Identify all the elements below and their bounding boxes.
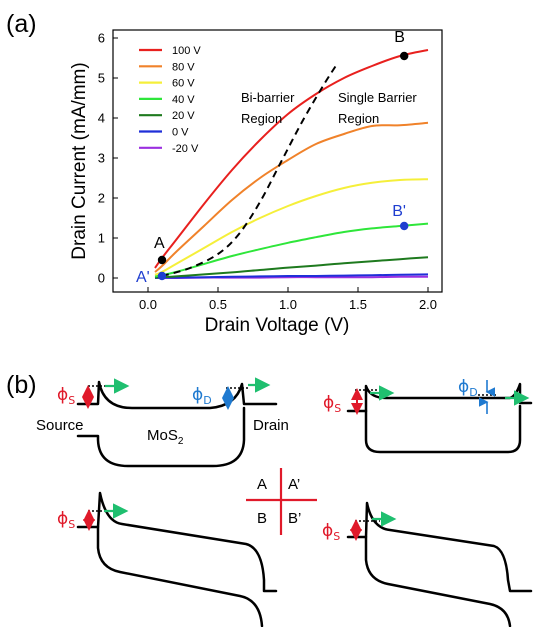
x-axis-title: Drain Voltage (V) [205, 315, 350, 336]
phi-d-label: ϕD [192, 385, 212, 407]
series-line-0V [154, 273, 429, 279]
band-diagram-a: ϕS ϕD Source Drain MoS2 [36, 377, 289, 468]
y-tick-label: 5 [98, 71, 105, 86]
series-line-40V [154, 222, 429, 278]
valence-band [96, 525, 264, 627]
band-diagram-b-prime: ϕS [322, 501, 533, 627]
conduction-band [346, 382, 533, 413]
y-axis-title: Drain Current (mA/mm) [69, 62, 90, 259]
point-label: A' [136, 269, 150, 286]
bi-barrier-label-line1: Bi-barrier [241, 90, 295, 105]
y-tick-label: 6 [98, 31, 105, 46]
source-label: Source [36, 417, 84, 434]
y-tick-label: 1 [98, 231, 105, 246]
point-label: B [394, 29, 405, 46]
diagram-key: A A’ B B’ [246, 468, 317, 535]
series-curves [154, 49, 429, 280]
single-barrier-label-line2: Region [338, 111, 379, 126]
x-tick-label: 0.0 [139, 297, 157, 312]
point-A [157, 255, 167, 265]
series-line-20V [154, 256, 429, 279]
conduction-band [346, 501, 533, 593]
point-A-prime [157, 271, 167, 281]
band-diagram-b: ϕS [57, 491, 278, 627]
legend-label: 100 V [172, 45, 201, 57]
single-barrier-label-line1: Single Barrier [338, 90, 417, 105]
legend-label: 0 V [172, 127, 189, 139]
legend-label: 60 V [172, 78, 195, 90]
band-diagram-a-prime: ϕS ϕD [323, 377, 533, 454]
legend-label: -20 V [172, 143, 199, 155]
key-bottom-right: B’ [288, 510, 301, 527]
bi-barrier-label-line2: Region [241, 111, 282, 126]
series-line-80V [154, 121, 429, 273]
y-tick-label: 4 [98, 111, 105, 126]
x-tick-label: 1.5 [349, 297, 367, 312]
legend-label: 40 V [172, 94, 195, 106]
iv-chart: 0.0 0.5 1.0 1.5 2.0 0 1 2 3 4 5 6 A B A' B' 100 V 80 V 6… [69, 29, 443, 336]
point-B [400, 51, 409, 61]
axis-ticks: 0.0 0.5 1.0 1.5 2.0 0 1 2 3 4 5 6 [98, 31, 437, 313]
panel-a-label: (a) [6, 10, 37, 38]
plot-frame [112, 29, 443, 293]
drain-label: Drain [253, 417, 289, 434]
x-tick-label: 0.5 [209, 297, 227, 312]
y-tick-label: 3 [98, 151, 105, 166]
region-boundary-dashed-line [161, 63, 338, 277]
point-label: A [154, 235, 165, 252]
marked-points: A B A' B' [136, 29, 409, 286]
legend-label: 80 V [172, 61, 195, 73]
material-label: MoS2 [147, 427, 184, 447]
phi-d-label: ϕD [458, 377, 478, 399]
conduction-band [76, 380, 278, 410]
series-line-60V [154, 178, 429, 276]
panel-b-label: (b) [6, 371, 37, 399]
conduction-band [76, 491, 278, 593]
valence-band [364, 404, 522, 454]
legend: 100 V 80 V 60 V 40 V 20 V 0 V -20 V [139, 45, 201, 155]
series-line-100V [154, 49, 429, 269]
key-bottom-left: B [257, 510, 267, 527]
phi-s-label: ϕS [323, 393, 341, 415]
phi-s-label: ϕS [57, 385, 75, 407]
phi-s-label: ϕS [322, 521, 340, 543]
y-tick-label: 2 [98, 191, 105, 206]
y-tick-label: 0 [98, 271, 105, 286]
valence-band [364, 535, 512, 627]
legend-label: 20 V [172, 110, 195, 122]
valence-band [76, 406, 246, 468]
key-top-left: A [257, 476, 267, 493]
point-label: B' [392, 203, 406, 220]
phi-s-label: ϕS [57, 509, 75, 531]
key-top-right: A’ [288, 476, 300, 493]
x-tick-label: 1.0 [279, 297, 297, 312]
x-tick-label: 2.0 [419, 297, 437, 312]
point-B-prime [400, 221, 409, 231]
